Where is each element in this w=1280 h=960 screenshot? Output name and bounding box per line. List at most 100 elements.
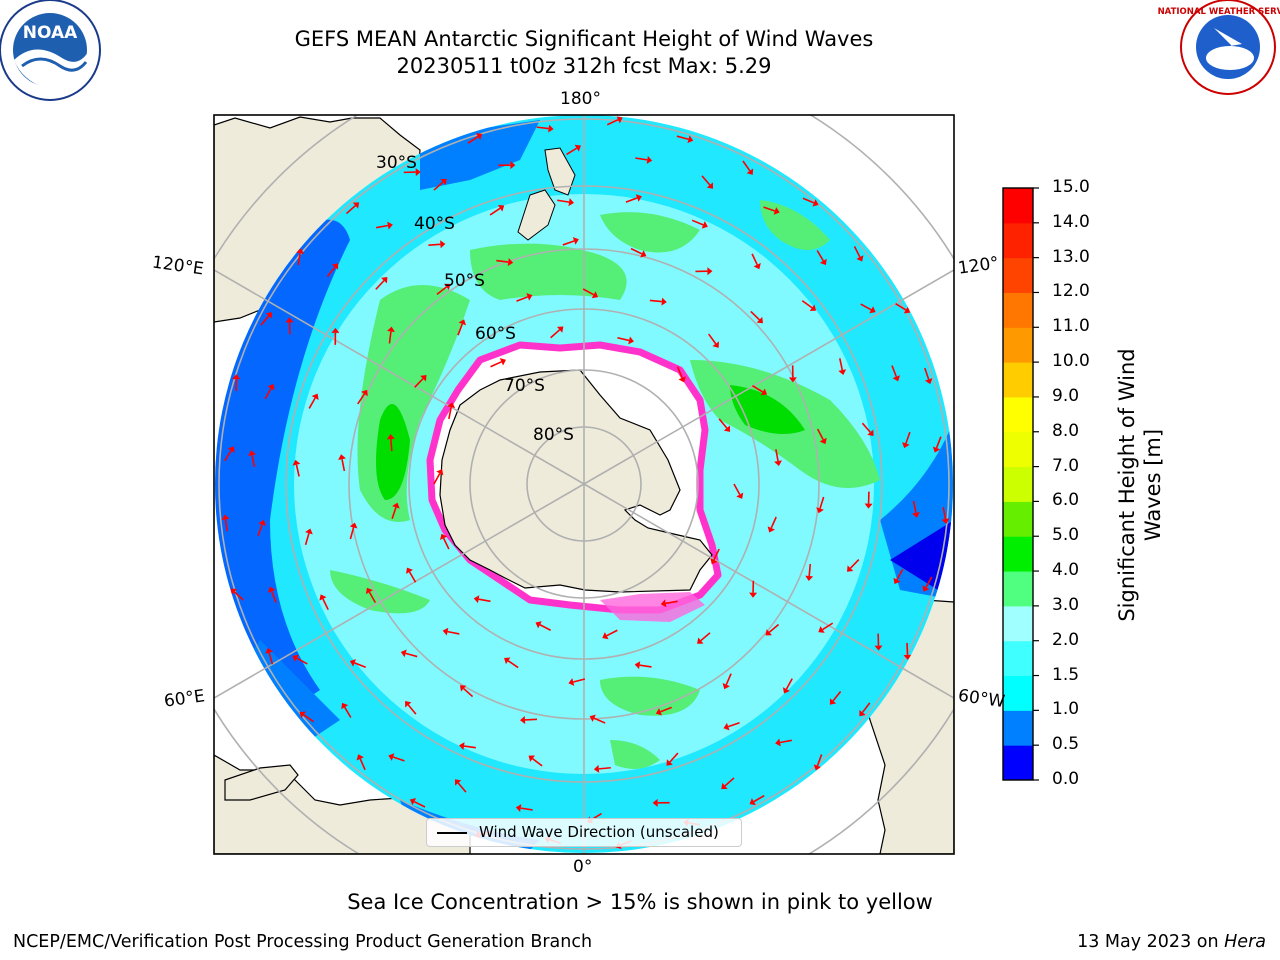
wind-wave-arrow-head (616, 116, 623, 124)
lat-label-40s: 40°S (414, 214, 455, 234)
wind-wave-arrow-head (499, 358, 506, 366)
wind-wave-arrow-head (296, 248, 304, 254)
nws-logo: NATIONAL WEATHER SERVICE (1158, 0, 1280, 95)
colorbar-swatch (1003, 396, 1033, 433)
wind-wave-arrow (349, 527, 355, 540)
footer-credit: NCEP/EMC/Verification Post Processing Pr… (13, 932, 593, 952)
colorbar-swatch (1003, 188, 1033, 224)
wind-wave-arrow (467, 135, 479, 144)
colorbar-tick-label: 0.5 (1052, 734, 1080, 755)
colorbar-tick-label: 6.0 (1052, 490, 1080, 511)
wind-wave-arrow-head (712, 341, 719, 348)
wind-wave-arrow-head (893, 577, 901, 585)
wind-wave-arrow-head (381, 276, 388, 284)
colorbar-tick-label: 5.0 (1052, 525, 1080, 546)
wind-wave-arrow (264, 387, 272, 400)
footer-date-text: 13 May 2023 on (1077, 932, 1225, 952)
wind-wave-arrow-head (805, 575, 814, 581)
colorbar-tick-label: 10.0 (1052, 351, 1090, 372)
lat-label-50s: 50°S (444, 271, 485, 291)
lon-label-0: 0° (573, 857, 593, 877)
wind-wave-arrow (816, 250, 825, 262)
wind-wave-arrow-head (331, 327, 340, 333)
wind-wave-arrow (905, 431, 911, 444)
lat-label-70s: 70°S (504, 376, 545, 396)
wind-wave-arrow (925, 576, 933, 588)
wind-wave-arrow-head (475, 133, 483, 140)
wind-wave-arrow-head (459, 742, 465, 750)
wind-wave-arrow-head (267, 586, 276, 593)
wind-wave-arrow-head (535, 621, 542, 629)
wind-wave-arrow-head (400, 649, 407, 658)
wind-wave-arrow (428, 243, 441, 247)
wind-wave-arrow-head (440, 240, 446, 249)
wind-wave-arrow (676, 135, 689, 141)
wind-wave-arrow (665, 600, 678, 605)
map-frame (213, 114, 955, 855)
wind-wave-arrow (407, 704, 417, 715)
wind-wave-arrow (896, 568, 904, 581)
wind-wave-arrow (463, 687, 474, 698)
wind-wave-arrow (408, 571, 417, 583)
wind-wave-arrow-head (473, 595, 480, 604)
wind-wave-arrow (390, 438, 393, 452)
wind-wave-arrow-head (349, 522, 358, 529)
wind-wave-arrow-head (292, 459, 301, 466)
chart-title: GEFS MEAN Antarctic Significant Height o… (294, 27, 874, 51)
wind-wave-arrow-head (756, 316, 764, 324)
colorbar-swatch (1003, 745, 1033, 781)
wind-wave-arrow-head (635, 194, 642, 202)
wind-wave-arrow (260, 315, 270, 326)
wind-wave-arrow-head (697, 637, 704, 644)
wind-wave-arrow (733, 483, 741, 495)
wind-wave-arrows (221, 116, 950, 850)
wind-wave-arrow-head (661, 297, 667, 306)
wind-wave-arrow (808, 563, 812, 577)
wind-wave-arrow (270, 590, 277, 603)
wind-wave-arrow-head (458, 319, 467, 326)
wind-wave-arrow (524, 718, 538, 721)
wind-wave-arrow (752, 385, 764, 393)
wind-wave-arrow-head (602, 632, 609, 640)
wind-wave-arrow-head (365, 587, 373, 595)
wind-wave-arrow-head (902, 442, 910, 449)
wind-wave-arrow (724, 777, 735, 787)
wind-wave-arrow-head (227, 446, 235, 453)
colorbar-swatch (1003, 675, 1033, 711)
legend-line-sample (437, 832, 467, 834)
wind-wave-arrow-head (812, 199, 819, 207)
wind-wave-arrow (768, 623, 780, 633)
wind-wave-arrow (649, 299, 662, 303)
wind-wave-arrow-head (749, 798, 756, 806)
wind-wave-arrow-head (267, 383, 275, 391)
wind-wave-arrow-head (760, 388, 767, 396)
wind-wave-arrow (413, 800, 426, 808)
wind-wave-arrow (375, 280, 385, 290)
wind-wave-arrow-head (819, 437, 827, 445)
wind-wave-arrow (354, 662, 367, 668)
wind-wave-arrow-head (548, 124, 554, 133)
wind-wave-arrow-head (442, 627, 449, 636)
wind-wave-arrow (617, 336, 630, 342)
wind-wave-arrow-head (767, 526, 775, 533)
wind-wave-arrow (660, 706, 672, 713)
wind-wave-arrow (860, 303, 872, 311)
wind-wave-arrow-head (666, 759, 673, 766)
colorbar-tick-label: 9.0 (1052, 385, 1080, 406)
wind-wave-arrow-head (903, 654, 912, 660)
wind-wave-arrow-head (572, 237, 579, 245)
wind-wave-arrow (496, 259, 509, 263)
wind-wave-arrow (251, 455, 256, 468)
wind-wave-arrow-head (338, 454, 346, 460)
wind-wave-arrow (819, 496, 825, 509)
colorbar-swatch (1003, 710, 1033, 746)
wind-wave-arrow (691, 219, 704, 226)
wind-wave-arrow (676, 366, 683, 379)
colorbar-tick-label: 7.0 (1052, 455, 1080, 476)
wind-wave-arrow-head (706, 182, 714, 189)
wind-wave-arrow-head (646, 155, 653, 164)
wind-wave-arrow-head (392, 502, 400, 509)
wind-wave-arrow-head (526, 293, 533, 301)
wind-wave-arrow-head (454, 779, 462, 786)
wind-wave-arrow-head (809, 304, 817, 312)
